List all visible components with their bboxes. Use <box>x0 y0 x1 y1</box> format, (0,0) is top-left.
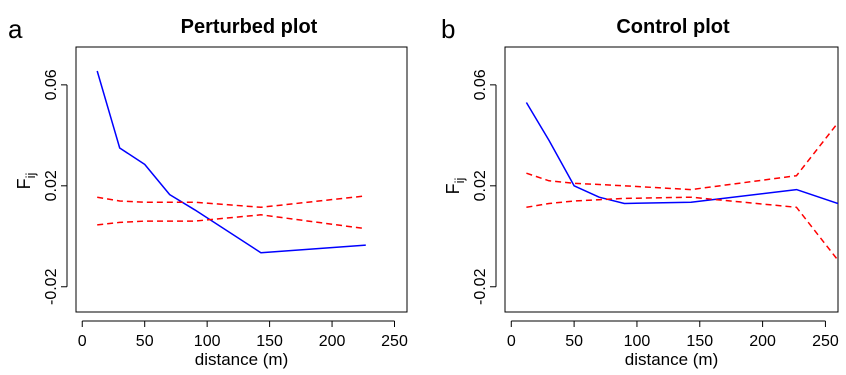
x-tick-label: 150 <box>686 333 713 350</box>
x-tick-label: 0 <box>507 333 516 350</box>
y-axis-label: Fij <box>443 178 467 195</box>
y-axis-label-main: F <box>14 178 34 189</box>
x-tick-label: 150 <box>256 333 283 350</box>
panel-label: a <box>8 14 23 44</box>
y-axis-label: Fij <box>14 173 38 190</box>
plot-frame <box>75 46 408 313</box>
y-axis-label-sub: ij <box>452 178 467 184</box>
x-tick-label: 250 <box>812 333 839 350</box>
x-axis-label: distance (m) <box>195 350 289 369</box>
x-tick-label: 100 <box>194 333 221 350</box>
x-tick-label: 50 <box>565 333 583 350</box>
y-axis-label-sub: ij <box>23 173 38 179</box>
y-axis-label-main: F <box>443 183 463 194</box>
x-tick-label: 50 <box>136 333 154 350</box>
chart-panel-b: b Control plot 0 50 100 150 200 250 -0.02 0.02 0.0… <box>441 14 839 369</box>
envelope-line-1 <box>526 122 838 191</box>
envelope-line-2 <box>97 214 366 230</box>
y-tick-label: 0.06 <box>43 69 60 100</box>
y-tick-label: 0.02 <box>43 170 60 201</box>
envelope-line-2 <box>526 196 838 261</box>
x-tick-label: 200 <box>319 333 346 350</box>
observed-line-0 <box>525 102 838 205</box>
plot-frame <box>504 46 839 313</box>
envelope-line-1 <box>97 195 366 209</box>
x-axis-label: distance (m) <box>625 350 719 369</box>
x-tick-label: 0 <box>78 333 87 350</box>
y-tick-label: -0.02 <box>472 268 489 305</box>
x-tick-label: 100 <box>624 333 651 350</box>
observed-line-0 <box>96 70 366 254</box>
x-tick-label: 250 <box>381 333 408 350</box>
chart-title: Perturbed plot <box>181 16 318 38</box>
y-tick-label: -0.02 <box>43 268 60 305</box>
x-tick-label: 200 <box>749 333 776 350</box>
y-tick-label: 0.02 <box>472 170 489 201</box>
panel-label: b <box>441 14 455 44</box>
chart-title: Control plot <box>616 16 730 38</box>
chart-panel-a: a Perturbed plot 0 50 100 150 200 250 -0.02 0.02 0… <box>8 14 408 369</box>
y-tick-label: 0.06 <box>472 69 489 100</box>
